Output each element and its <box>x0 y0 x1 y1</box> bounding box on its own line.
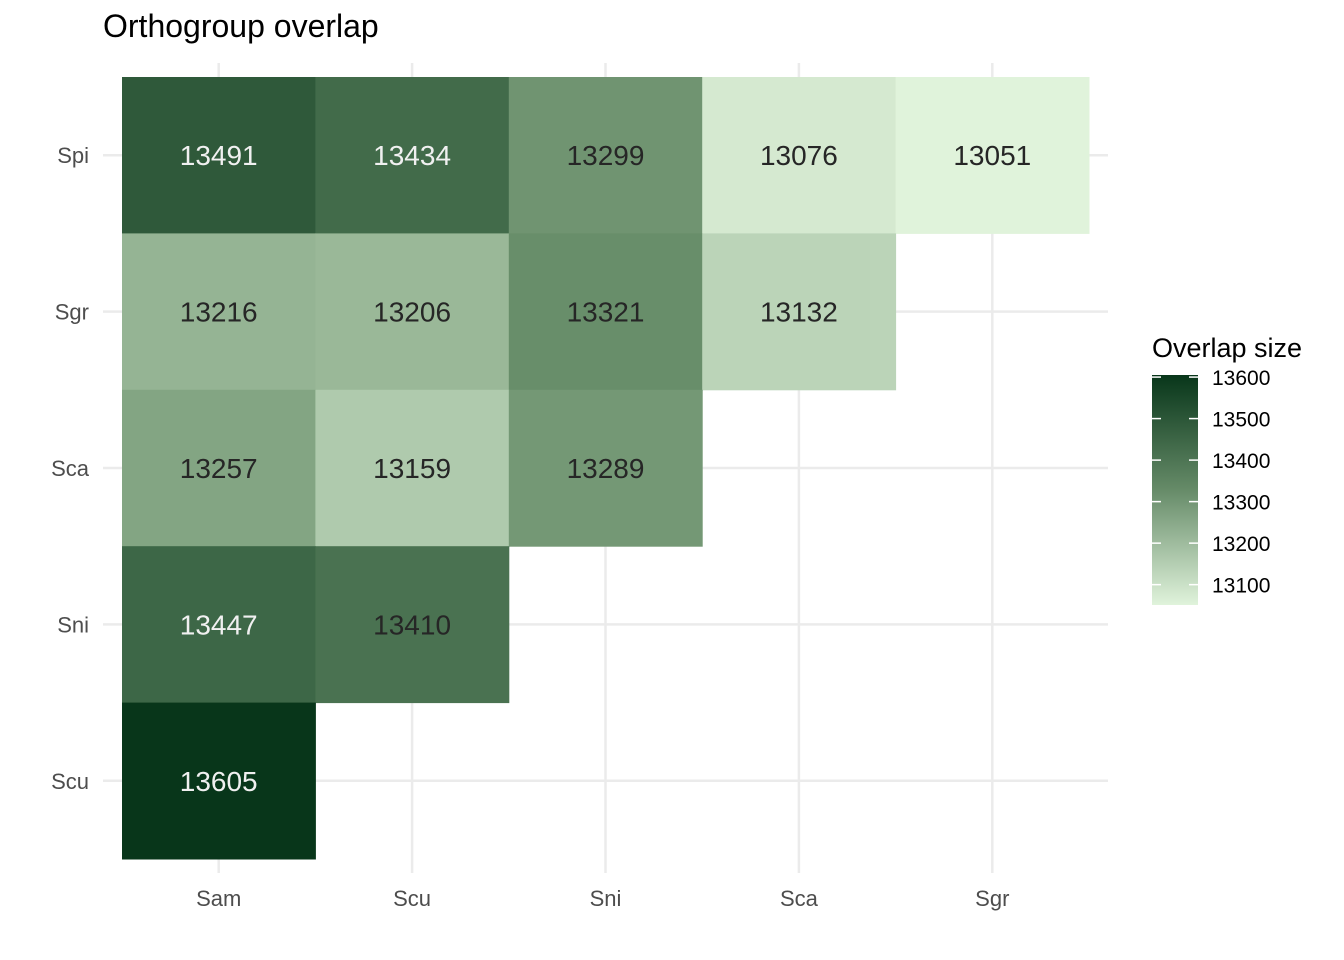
x-tick-label: Sca <box>780 886 819 911</box>
cell-value-label: 13447 <box>180 609 258 640</box>
heatmap-cell <box>122 77 316 234</box>
y-tick-label: Sni <box>57 612 89 637</box>
legend-tick-label: 13300 <box>1212 492 1270 515</box>
heatmap-cell <box>122 389 316 547</box>
heatmap-cell <box>702 77 897 234</box>
x-axis-ticks: Sam Scu Sni Sca Sgr <box>196 886 1009 911</box>
cell-value-label: 13132 <box>760 297 838 328</box>
legend-tick-label: 13500 <box>1212 409 1270 432</box>
legend-tick-label: 13600 <box>1212 367 1270 390</box>
heatmap-cell <box>508 233 703 391</box>
cell-value-label: 13605 <box>180 766 258 797</box>
y-tick-label: Sca <box>51 456 90 481</box>
legend-colorbar <box>1152 375 1198 605</box>
heatmap-cell <box>315 389 510 547</box>
cell-value-label: 13289 <box>567 453 645 484</box>
x-tick-label: Scu <box>393 886 431 911</box>
y-tick-label: Scu <box>51 769 89 794</box>
legend-tick-label: 13200 <box>1212 533 1270 556</box>
cell-value-label: 13299 <box>567 140 645 171</box>
legend-title: Overlap size <box>1152 333 1302 363</box>
heatmap-cell <box>122 546 316 704</box>
cell-value-label: 13206 <box>373 297 451 328</box>
heatmap-cell <box>895 77 1090 234</box>
cell-value-label: 13257 <box>180 453 258 484</box>
y-tick-label: Spi <box>57 143 89 168</box>
cell-value-label: 13321 <box>567 297 645 328</box>
y-axis-ticks: Spi Sgr Sca Sni Scu <box>51 143 90 794</box>
cell-value-label: 13216 <box>180 297 258 328</box>
heatmap-cell <box>122 233 316 391</box>
heatmap-cell <box>508 77 703 234</box>
cell-value-label: 13434 <box>373 140 451 171</box>
heatmap-cell <box>702 233 897 391</box>
legend: Overlap size 13600 13500 13400 13300 13200 13… <box>1152 333 1302 605</box>
heatmap-cell <box>315 233 510 391</box>
cell-value-label: 13051 <box>953 140 1031 171</box>
heatmap-cell <box>315 546 510 704</box>
x-tick-label: Sam <box>196 886 241 911</box>
y-tick-label: Sgr <box>55 300 89 325</box>
legend-tick-label: 13400 <box>1212 450 1270 473</box>
x-tick-label: Sgr <box>975 886 1009 911</box>
legend-tick-label: 13100 <box>1212 575 1270 598</box>
heatmap-cell <box>508 389 703 547</box>
x-tick-label: Sni <box>590 886 622 911</box>
cell-value-label: 13159 <box>373 453 451 484</box>
chart-title: Orthogroup overlap <box>103 8 379 44</box>
heatmap-cell <box>122 702 316 860</box>
heatmap-cells: 13491 13434 13299 13076 13051 13216 13206 13321… <box>122 77 1090 860</box>
cell-value-label: 13491 <box>180 140 258 171</box>
heatmap-cell <box>315 77 510 234</box>
cell-value-label: 13076 <box>760 140 838 171</box>
cell-value-label: 13410 <box>373 609 451 640</box>
